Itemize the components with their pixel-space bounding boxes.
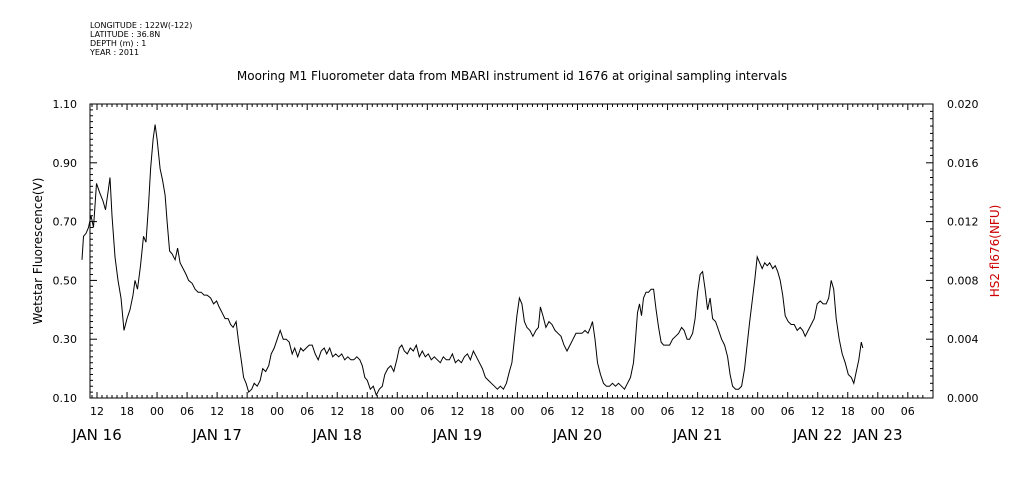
x-date-label: JAN 20	[552, 426, 603, 444]
x-hour-tick-label: 12	[210, 405, 224, 418]
latitude-text: LATITUDE : 36.8N	[90, 30, 161, 39]
x-hour-tick-label: 06	[300, 405, 314, 418]
x-hour-tick-label: 06	[180, 405, 194, 418]
y-left-tick-label: 0.50	[53, 274, 78, 287]
x-hour-tick-label: 06	[901, 405, 915, 418]
y-right-tick-label: 0.000	[947, 392, 979, 405]
y-left-tick-label: 0.90	[53, 157, 78, 170]
x-date-label: JAN 21	[672, 426, 723, 444]
x-hour-tick-label: 06	[540, 405, 554, 418]
fluorescence-series-line	[81, 124, 864, 397]
y-left-tick-label: 0.70	[53, 216, 78, 229]
x-hour-tick-label: 18	[841, 405, 855, 418]
x-date-label: JAN 17	[191, 426, 242, 444]
y-axis-left-label: Wetstar Fluorescence(V)	[31, 178, 45, 325]
x-hour-tick-label: 18	[721, 405, 735, 418]
y-right-tick-label: 0.008	[947, 274, 979, 287]
year-text: YEAR : 2011	[90, 48, 140, 57]
x-hour-tick-label: 12	[330, 405, 344, 418]
y-left-tick-label: 0.30	[53, 333, 78, 346]
x-hour-tick-label: 12	[811, 405, 825, 418]
x-hour-tick-label: 12	[450, 405, 464, 418]
x-date-label: JAN 16	[71, 426, 122, 444]
x-hour-tick-label: 18	[480, 405, 494, 418]
x-hour-tick-label: 18	[360, 405, 374, 418]
x-hour-tick-label: 00	[270, 405, 284, 418]
x-hour-tick-label: 06	[420, 405, 434, 418]
x-hour-tick-label: 00	[871, 405, 885, 418]
x-date-label: JAN 19	[432, 426, 483, 444]
x-hour-tick-label: 00	[150, 405, 164, 418]
x-hour-tick-label: 12	[90, 405, 104, 418]
metadata-block: LONGITUDE : 122W(-122) LATITUDE : 36.8N …	[90, 21, 192, 57]
x-date-label: JAN 23	[852, 426, 903, 444]
axes-layer: 12 18 00 06 12 18 00 06 12 18 00 06 12 18 00 06 12 18 00 06…	[53, 98, 979, 444]
plot-frame	[89, 103, 934, 399]
x-date-label: JAN 18	[311, 426, 362, 444]
y-left-tick-label: 1.10	[53, 98, 78, 111]
x-hour-tick-label: 12	[570, 405, 584, 418]
y-right-tick-label: 0.016	[947, 157, 979, 170]
x-hour-tick-label: 00	[751, 405, 765, 418]
longitude-text: LONGITUDE : 122W(-122)	[90, 21, 193, 30]
x-hour-tick-label: 06	[661, 405, 675, 418]
chart-title: Mooring M1 Fluorometer data from MBARI i…	[237, 69, 787, 83]
x-hour-tick-label: 18	[120, 405, 134, 418]
y-right-tick-label: 0.012	[947, 216, 979, 229]
x-hour-tick-label: 18	[240, 405, 254, 418]
series-layer	[81, 124, 864, 397]
x-date-label: JAN 22	[792, 426, 843, 444]
y-right-tick-label: 0.020	[947, 98, 979, 111]
x-hour-tick-label: 00	[631, 405, 645, 418]
x-hour-tick-label: 00	[390, 405, 404, 418]
x-hour-tick-label: 06	[781, 405, 795, 418]
y-left-tick-label: 0.10	[53, 392, 78, 405]
y-right-tick-label: 0.004	[947, 333, 979, 346]
x-hour-tick-label: 12	[691, 405, 705, 418]
x-hour-tick-label: 00	[510, 405, 524, 418]
y-axis-right-label: HS2 fl676(NFU)	[988, 205, 1002, 298]
depth-text: DEPTH (m) : 1	[90, 39, 147, 48]
x-hour-tick-label: 18	[601, 405, 615, 418]
